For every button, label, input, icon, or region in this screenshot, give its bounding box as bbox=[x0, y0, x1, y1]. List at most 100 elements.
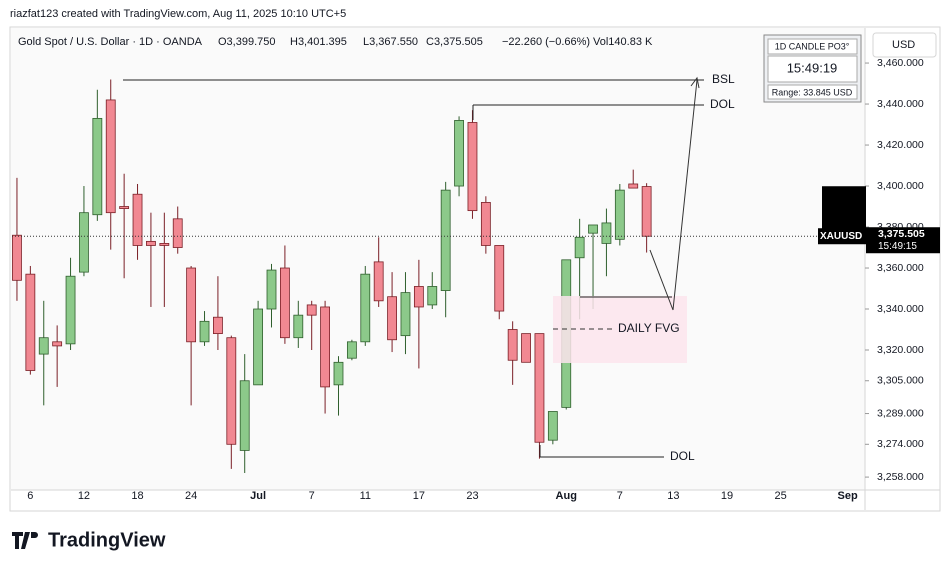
legend-item: L3,367.550 bbox=[363, 36, 418, 48]
price-countdown: 15:49:15 bbox=[878, 241, 917, 252]
candle-down bbox=[52, 341, 63, 347]
legend-item: H3,401.395 bbox=[290, 36, 347, 48]
candle-up bbox=[293, 314, 304, 339]
legend: Gold Spot / U.S. Dollar · 1D · OANDA O3,3… bbox=[18, 36, 653, 48]
candle-down bbox=[387, 296, 397, 341]
candle-up bbox=[239, 380, 250, 451]
candle-up bbox=[574, 236, 585, 259]
candle-down bbox=[534, 333, 545, 443]
candle-down bbox=[521, 333, 531, 363]
legend-item: −22.260 (−0.66%) bbox=[502, 36, 590, 48]
y-tick-label: 3,440.000 bbox=[877, 98, 924, 110]
brand: TradingView bbox=[48, 529, 166, 551]
widget-title-box bbox=[767, 38, 858, 55]
price-symbol: XAUUSD bbox=[820, 231, 862, 242]
legend-item: Vol140.83 K bbox=[593, 36, 653, 48]
currency: USD bbox=[892, 39, 915, 51]
plot-area bbox=[11, 28, 865, 490]
x-tick-label: 7 bbox=[617, 490, 623, 502]
axes: 3,460.0003,440.0003,420.0003,400.0003,38… bbox=[27, 57, 924, 502]
candle-up bbox=[253, 308, 264, 386]
currency-button[interactable] bbox=[872, 32, 937, 58]
widget-range-box bbox=[767, 84, 858, 100]
candle-down bbox=[494, 245, 505, 312]
legend-item: O3,399.750 bbox=[218, 36, 276, 48]
price-box bbox=[822, 186, 866, 235]
y-tick-label: 3,360.000 bbox=[877, 262, 924, 274]
candle-down bbox=[413, 286, 424, 308]
candle-up bbox=[333, 361, 344, 386]
candle-down bbox=[226, 337, 237, 445]
bsl-label: BSL bbox=[712, 72, 735, 86]
author-line: riazfat123 created with TradingView.com,… bbox=[10, 8, 346, 20]
legend-item: C3,375.505 bbox=[426, 36, 483, 48]
projection-arrowhead bbox=[690, 76, 700, 89]
candle-up bbox=[601, 222, 612, 244]
candle-down bbox=[641, 186, 652, 237]
widget-title: 1D CANDLE PO3° bbox=[775, 41, 850, 51]
candle-up bbox=[454, 120, 464, 187]
candle-down bbox=[213, 316, 223, 335]
candle-up bbox=[588, 224, 598, 234]
candle-up bbox=[547, 411, 558, 441]
fvg-label: DAILY FVG bbox=[618, 321, 680, 335]
candle-down bbox=[507, 329, 518, 361]
y-tick-label: 3,258.000 bbox=[877, 471, 924, 483]
x-tick-label: 18 bbox=[131, 490, 143, 502]
y-tick-label: 3,400.000 bbox=[877, 180, 924, 192]
x-tick-label: 24 bbox=[185, 490, 197, 502]
candle-down bbox=[25, 273, 36, 371]
legend-item: Gold Spot / U.S. Dollar · 1D · OANDA bbox=[18, 36, 203, 48]
candle-up bbox=[440, 189, 451, 291]
price-value: 3,375.505 bbox=[878, 228, 925, 240]
price-label-bg bbox=[818, 228, 866, 245]
x-tick-label: 12 bbox=[78, 490, 90, 502]
candle-down bbox=[159, 243, 170, 246]
candle-up bbox=[38, 337, 49, 355]
x-tick-label: Sep bbox=[837, 490, 857, 502]
candle-up bbox=[360, 273, 371, 343]
dol-label-bottom: DOL bbox=[670, 449, 695, 463]
candle-up bbox=[79, 212, 89, 273]
candle-up bbox=[614, 189, 625, 240]
y-tick-label: 3,289.000 bbox=[877, 407, 924, 419]
candle-down bbox=[132, 193, 143, 246]
candle-down bbox=[280, 267, 290, 339]
candle-down bbox=[146, 240, 156, 246]
candle-down bbox=[119, 206, 130, 209]
widget-range: Range: 33.845 USD bbox=[772, 87, 853, 97]
dol-label-top: DOL bbox=[710, 97, 735, 111]
candle-down bbox=[480, 202, 491, 246]
candle-up bbox=[65, 275, 76, 345]
y-tick-label: 3,274.000 bbox=[877, 438, 924, 450]
candle-down bbox=[172, 218, 183, 248]
candle-up bbox=[92, 117, 103, 216]
x-tick-label: 6 bbox=[27, 490, 33, 502]
widget-clock: 15:49:19 bbox=[787, 60, 838, 75]
y-tick-label: 3,460.000 bbox=[877, 57, 924, 69]
x-tick-label: 23 bbox=[466, 490, 478, 502]
y-tick-label: 3,420.000 bbox=[877, 139, 924, 151]
price-tag bbox=[866, 227, 940, 254]
x-tick-label: Aug bbox=[556, 490, 577, 502]
projection-path bbox=[649, 79, 698, 311]
brand-logo bbox=[12, 532, 38, 549]
x-tick-label: 25 bbox=[774, 490, 786, 502]
candle-down bbox=[373, 261, 384, 302]
x-tick-label: 19 bbox=[721, 490, 733, 502]
y-tick-label: 3,305.000 bbox=[877, 375, 924, 387]
candle-up bbox=[400, 292, 411, 337]
candle-down bbox=[186, 267, 197, 343]
x-tick-label: 11 bbox=[360, 490, 371, 502]
candle-down bbox=[467, 122, 478, 212]
x-tick-label: 17 bbox=[413, 490, 425, 502]
candle-down bbox=[306, 304, 317, 316]
candle-up bbox=[199, 320, 210, 343]
candle-down bbox=[320, 306, 330, 388]
widget-clock-box bbox=[767, 55, 858, 83]
candle-down bbox=[628, 183, 639, 189]
candle-down bbox=[12, 234, 22, 281]
